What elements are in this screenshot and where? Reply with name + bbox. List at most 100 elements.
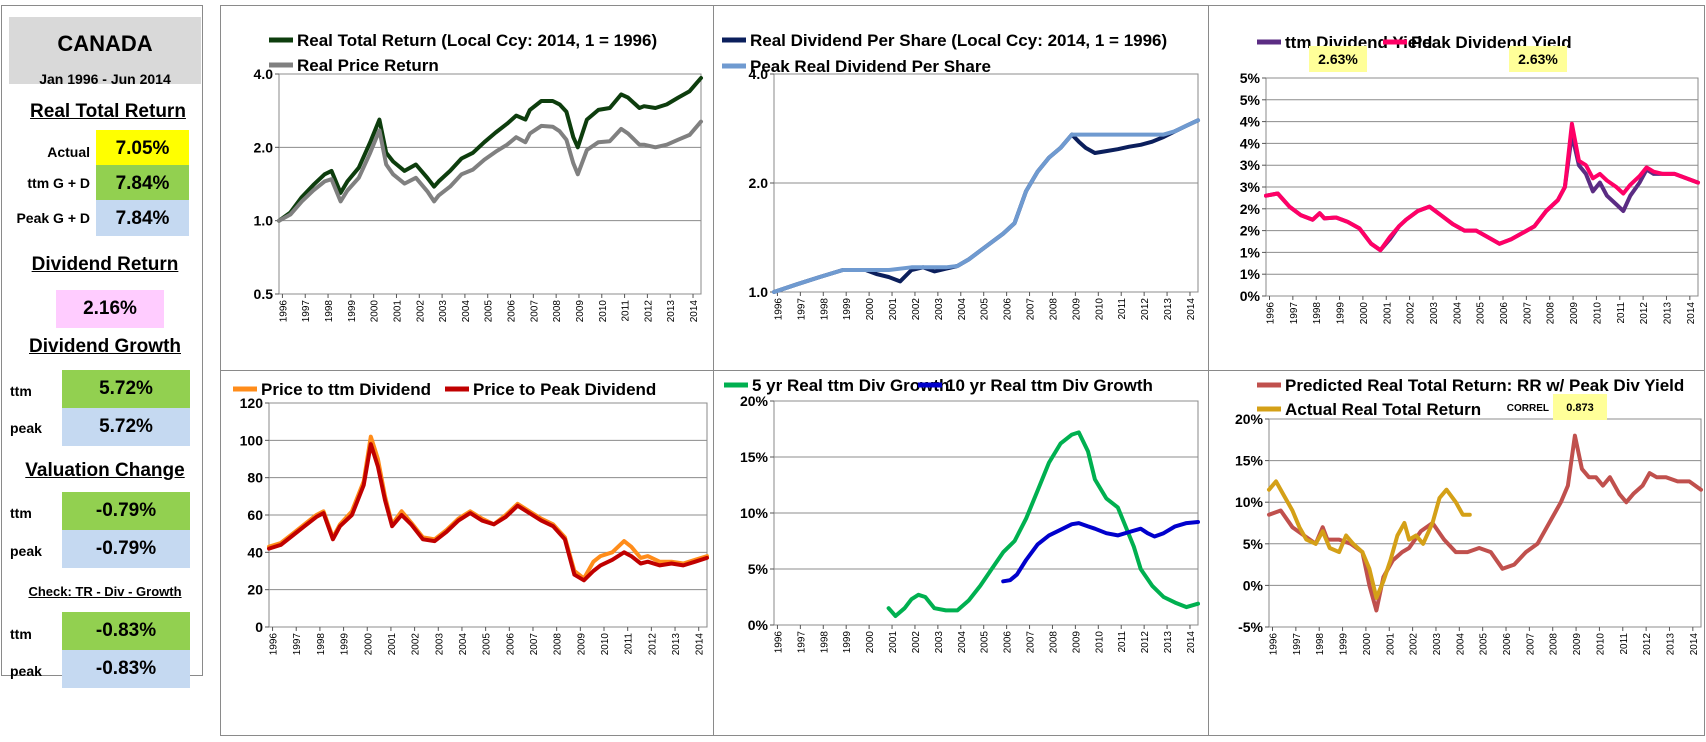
x-tick-label: 2000 [1362, 633, 1373, 656]
x-tick-label: 2010 [1592, 302, 1603, 325]
x-tick-label: 1997 [301, 300, 312, 323]
x-tick-label: 2013 [1163, 298, 1174, 321]
y-tick-label: -5% [1238, 619, 1263, 635]
y-tick-label: 4% [1240, 135, 1261, 151]
x-tick-label: 1999 [1339, 633, 1350, 656]
x-tick-label: 1998 [819, 298, 830, 321]
legend-label: 10 yr Real ttm Div Growth [946, 376, 1153, 395]
y-tick-label: 100 [240, 432, 264, 448]
x-tick-label: 2007 [1522, 302, 1533, 325]
x-tick-label: 1997 [796, 298, 807, 321]
x-tick-label: 1998 [324, 300, 335, 323]
y-tick-label: 5% [1240, 92, 1261, 108]
x-tick-label: 1998 [1315, 633, 1326, 656]
x-tick-label: 2006 [1003, 298, 1014, 321]
y-tick-label: 5% [748, 561, 769, 577]
x-tick-label: 1999 [347, 300, 358, 323]
chart-real-dividend-per-share: 1.0 2.0 4.0 1996 1997 1998 1999 2000 2001 2002 200… [722, 31, 1200, 321]
chart-predicted-vs-actual: -5% 0% 5% 10% 15% 20% 1996 1997 1998 1999 2000 2001… [1235, 376, 1703, 656]
x-tick-label: 2007 [529, 300, 540, 323]
x-tick-label: 2005 [980, 631, 991, 654]
x-tick-label: 2003 [934, 631, 945, 654]
legend-label: Actual Real Total Return [1285, 400, 1481, 419]
x-tick-label: 2004 [461, 300, 472, 323]
correl-value-box [1553, 394, 1607, 420]
x-tick-label: 1997 [796, 631, 807, 654]
chart-panel-2: 1.0 2.0 4.0 1996 1997 1998 1999 2000 2001 2002 200… [713, 5, 1209, 371]
x-tick-label: 2008 [552, 300, 563, 323]
x-tick-label: 2013 [1163, 631, 1174, 654]
x-tick-label: 2012 [1140, 298, 1151, 321]
x-tick-label: 1996 [278, 300, 289, 323]
x-tick-label: 2009 [576, 633, 587, 656]
x-tick-label: 1996 [1269, 633, 1280, 656]
series-line-2 [1267, 479, 1472, 600]
x-tick-label: 2011 [624, 633, 635, 655]
chart-panel-3: 0% 1% 1% 2% 2% 3% 3% 4% 4% 5% 5% 1996 1997 1998 1999 20… [1208, 5, 1705, 371]
series-line-1 [267, 434, 709, 581]
x-tick-label: 1997 [292, 633, 303, 656]
x-tick-label: 2005 [484, 300, 495, 323]
country-title-box: CANADA Jan 1996 - Jun 2014 [9, 17, 201, 87]
y-tick-label: 20 [247, 582, 263, 598]
x-tick-label: 2002 [411, 633, 422, 656]
valchange-peak-label: peak [10, 543, 42, 559]
y-tick-label: 2% [1240, 223, 1261, 239]
x-tick-label: 1996 [773, 298, 784, 321]
x-tick-label: 1996 [1266, 302, 1277, 325]
series-line-1 [772, 118, 1200, 294]
valchange-ttm-value: -0.79% [62, 492, 190, 530]
x-tick-label: 2014 [1186, 631, 1197, 654]
x-tick-label: 1997 [1292, 633, 1303, 656]
check-peak-label: peak [10, 663, 42, 679]
correl-value: 0.873 [1566, 402, 1594, 414]
x-tick-label: 2003 [434, 633, 445, 656]
x-tick-label: 1996 [269, 633, 280, 656]
divgrowth-peak-value: 5.72% [62, 408, 190, 446]
x-tick-label: 2009 [575, 300, 586, 323]
x-tick-label: 2005 [1476, 302, 1487, 325]
y-tick-label: 0.5 [254, 286, 274, 302]
x-tick-label: 2000 [363, 633, 374, 656]
rtr-peak-label: Peak G + D [16, 210, 90, 226]
y-tick-label: 1% [1240, 266, 1261, 282]
check-ttm-value: -0.83% [62, 612, 190, 650]
x-tick-label: 2010 [600, 633, 611, 656]
x-tick-label: 2011 [621, 300, 632, 322]
y-tick-label: 5% [1240, 70, 1261, 86]
x-tick-label: 2007 [1026, 631, 1037, 654]
y-tick-label: 4% [1240, 114, 1261, 130]
x-tick-label: 1999 [340, 633, 351, 656]
x-tick-label: 2010 [1094, 631, 1105, 654]
y-tick-label: 2.0 [749, 175, 769, 191]
x-tick-label: 1999 [842, 631, 853, 654]
rtr-ttm-label: ttm G + D [27, 175, 90, 191]
y-tick-label: 2.0 [254, 139, 274, 155]
x-tick-label: 2001 [888, 298, 899, 321]
dividend-growth-title: Dividend Growth [29, 336, 181, 357]
y-tick-label: 0% [1240, 288, 1261, 304]
x-tick-label: 2000 [865, 631, 876, 654]
x-tick-label: 2012 [647, 633, 658, 656]
yield-value-label: 2.63% [1318, 51, 1358, 67]
x-tick-label: 2007 [1026, 298, 1037, 321]
x-tick-label: 2006 [1502, 633, 1513, 656]
x-tick-label: 2001 [387, 633, 398, 656]
x-tick-label: 2004 [458, 633, 469, 656]
y-tick-label: 10% [1235, 494, 1264, 510]
x-tick-label: 2012 [1140, 631, 1151, 654]
x-tick-label: 1998 [819, 631, 830, 654]
yield-value-box [1509, 46, 1567, 72]
y-tick-label: 1.0 [749, 284, 769, 300]
chart-panel-1: 0.5 1.0 2.0 4.0 1996 1997 1998 1999 2000 2001 2002… [220, 5, 714, 371]
x-tick-label: 2004 [957, 631, 968, 654]
x-tick-label: 1998 [1312, 302, 1323, 325]
series-line-2 [1264, 121, 1700, 253]
x-tick-label: 2013 [1662, 302, 1673, 325]
y-tick-label: 10% [740, 505, 769, 521]
x-tick-label: 2012 [1642, 633, 1653, 656]
chart-real-total-return: 0.5 1.0 2.0 4.0 1996 1997 1998 1999 2000 2001 2002… [254, 31, 703, 323]
y-tick-label: 1.0 [254, 213, 274, 229]
check-title: Check: TR - Div - Growth [28, 584, 182, 599]
y-tick-label: 40 [247, 544, 263, 560]
